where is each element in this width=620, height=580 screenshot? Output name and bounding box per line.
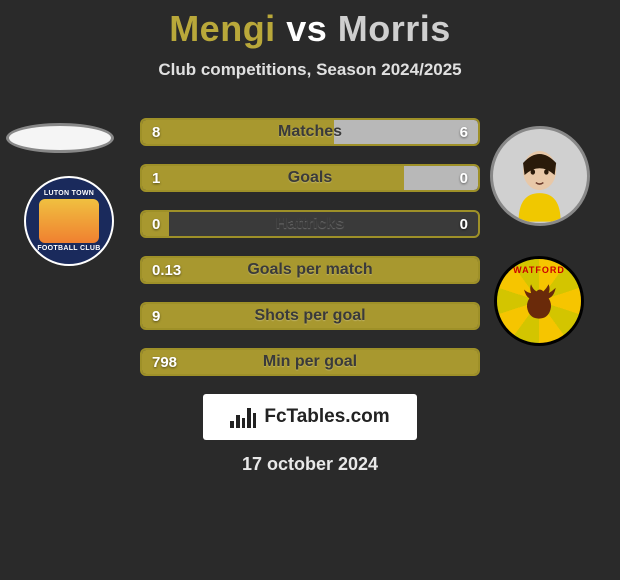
- date-text: 17 october 2024: [0, 454, 620, 475]
- stat-row: 86Matches: [140, 118, 480, 146]
- player1-avatar: [6, 123, 114, 153]
- player1-club-badge: LUTON TOWN FOOTBALL CLUB: [24, 176, 114, 266]
- stat-label: Goals per match: [142, 261, 478, 279]
- stat-label: Shots per goal: [142, 307, 478, 325]
- fctables-icon: [230, 406, 256, 428]
- stat-row: 798Min per goal: [140, 348, 480, 376]
- stat-label: Min per goal: [142, 353, 478, 371]
- stat-row: 00Hattricks: [140, 210, 480, 238]
- branding-text: FcTables.com: [264, 406, 389, 428]
- stat-bars: 86Matches 10Goals 00Hattricks 0.13Goals per…: [140, 108, 480, 376]
- player1-name: Mengi: [169, 8, 276, 49]
- vs-text: vs: [286, 8, 327, 49]
- comparison-card: Mengi vs Morris Club competitions, Seaso…: [0, 0, 620, 475]
- stat-label: Hattricks: [142, 215, 478, 233]
- stat-label: Matches: [142, 123, 478, 141]
- branding-badge: FcTables.com: [203, 394, 417, 440]
- player2-club-badge: WATFORD: [494, 256, 584, 346]
- subtitle: Club competitions, Season 2024/2025: [0, 60, 620, 80]
- stat-row: 0.13Goals per match: [140, 256, 480, 284]
- stat-row: 10Goals: [140, 164, 480, 192]
- page-title: Mengi vs Morris: [0, 8, 620, 50]
- player2-avatar: [490, 126, 590, 226]
- stat-label: Goals: [142, 169, 478, 187]
- main-area: LUTON TOWN FOOTBALL CLUB WATFORD 86Match…: [0, 108, 620, 376]
- player2-name: Morris: [338, 8, 451, 49]
- stat-row: 9Shots per goal: [140, 302, 480, 330]
